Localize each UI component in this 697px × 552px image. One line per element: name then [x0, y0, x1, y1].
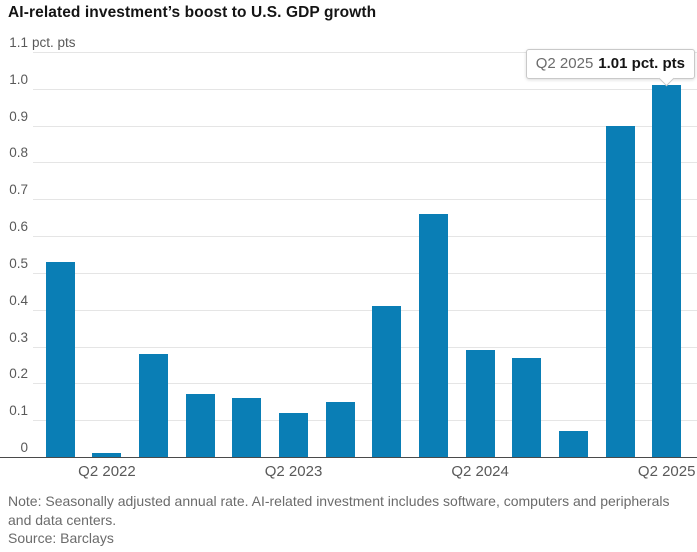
- bar[interactable]: [279, 413, 308, 457]
- gridline: [33, 162, 697, 164]
- y-axis-tick-label: 1.0: [9, 71, 28, 87]
- gridline: [33, 88, 697, 90]
- bar[interactable]: [419, 214, 448, 457]
- x-axis-tick-label: Q2 2023: [264, 463, 323, 480]
- bar[interactable]: [559, 431, 588, 457]
- gridline: [33, 125, 697, 127]
- x-axis-tick-label: Q2 2024: [451, 463, 509, 480]
- chart-title: AI-related investment’s boost to U.S. GD…: [8, 4, 377, 21]
- gridline: [33, 236, 697, 238]
- bar-chart: 1.1 pct. pts 1.0 0.9 0.8 0.7 0.6 0.5 0.4 0.3 0.2 0.…: [0, 35, 697, 480]
- gridline: [33, 346, 697, 348]
- bar[interactable]: [139, 354, 168, 457]
- y-axis-tick-label: 0.7: [9, 182, 28, 198]
- y-axis-tick-label: 0.4: [9, 292, 28, 308]
- bar[interactable]: [92, 453, 121, 457]
- y-axis-tick-label: 1.1 pct. pts: [9, 35, 76, 50]
- source-line: Source: Barclays: [8, 530, 114, 546]
- y-axis-tick-label: 0.5: [9, 255, 28, 271]
- y-axis-tick-label: 0.9: [9, 108, 28, 124]
- gridline: [33, 199, 697, 201]
- gridline: [33, 383, 697, 385]
- bar[interactable]: [466, 350, 495, 457]
- bar[interactable]: [326, 402, 355, 457]
- tooltip-pointer-icon: [658, 70, 675, 87]
- x-axis-tick-label: Q2 2022: [78, 463, 136, 480]
- y-axis-tick-label: 0.8: [9, 145, 28, 161]
- gridline: [33, 272, 697, 274]
- bar[interactable]: [372, 306, 401, 457]
- bar[interactable]: [512, 358, 541, 457]
- y-axis-tick-label: 0.2: [9, 366, 28, 382]
- x-axis-tick-label: Q2 2025: [637, 463, 696, 480]
- bar[interactable]: [652, 85, 681, 457]
- bar[interactable]: [46, 262, 75, 457]
- bar[interactable]: [232, 398, 261, 457]
- y-axis-tick-label: 0.1: [9, 403, 28, 419]
- gridline: [33, 52, 697, 53]
- x-axis-line: [0, 457, 697, 458]
- y-axis-tick-label: 0: [20, 440, 28, 455]
- gridline: [33, 420, 697, 422]
- y-axis-tick-label: 0.6: [9, 219, 28, 235]
- bar[interactable]: [606, 126, 635, 457]
- tooltip: Q2 2025 1.01 pct. pts: [525, 49, 695, 87]
- bar[interactable]: [186, 394, 215, 457]
- footnote: Note: Seasonally adjusted annual rate. A…: [8, 493, 670, 528]
- y-axis-unit: pct. pts: [32, 35, 76, 50]
- y-axis-tick-label: 0.3: [9, 329, 28, 345]
- gridline: [33, 309, 697, 311]
- tooltip-label: Q2 2025: [535, 55, 594, 72]
- tooltip-value: 1.01 pct. pts: [598, 55, 685, 72]
